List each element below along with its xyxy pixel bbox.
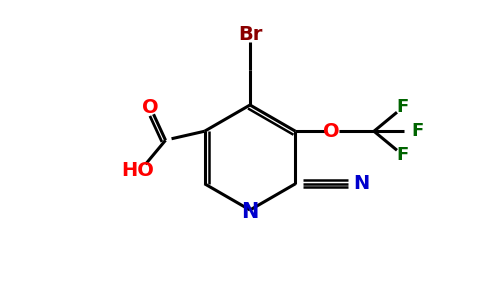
Text: O: O [142, 98, 159, 117]
Text: F: F [397, 98, 409, 116]
Text: F: F [397, 146, 409, 164]
Text: N: N [353, 174, 369, 193]
Text: F: F [411, 122, 424, 140]
Text: Br: Br [238, 26, 262, 44]
Text: N: N [242, 202, 258, 221]
Text: HO: HO [121, 161, 154, 180]
Text: O: O [323, 122, 340, 141]
